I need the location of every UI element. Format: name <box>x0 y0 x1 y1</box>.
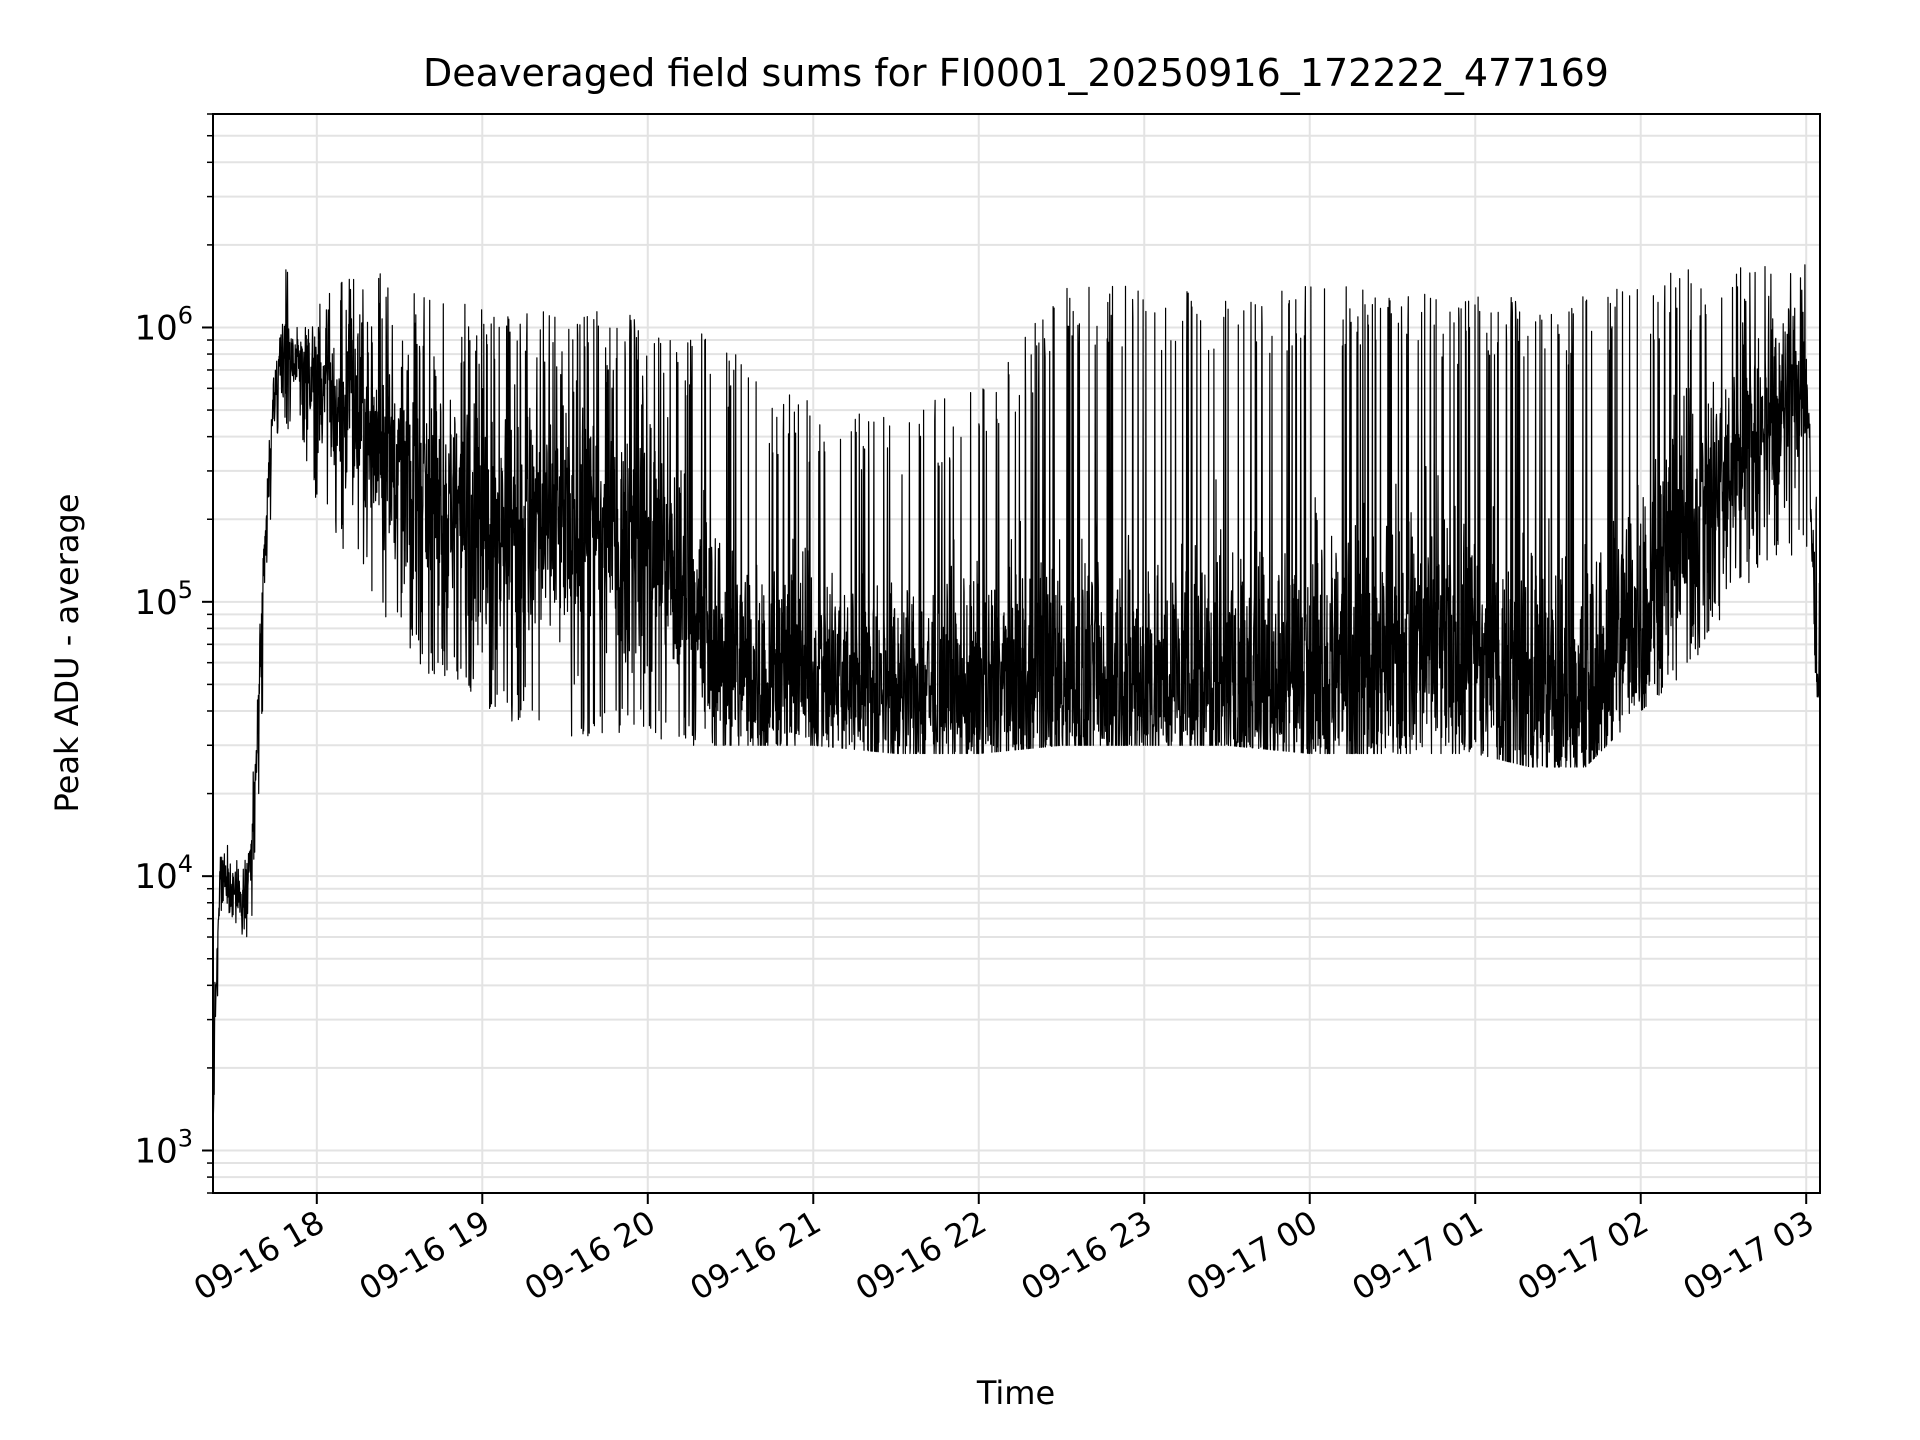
y-tick-label: 103 <box>134 1125 193 1172</box>
y-tick-label: 105 <box>134 576 193 623</box>
plot-frame <box>212 113 1821 1194</box>
chart-title: Deaveraged field sums for FI0001_2025091… <box>423 51 1609 95</box>
series-layer <box>212 264 1821 1145</box>
series-line <box>212 264 1821 1145</box>
y-axis-label: Peak ADU - average <box>48 494 86 813</box>
y-axis-ticks: 103 104 105 106 <box>134 113 213 1194</box>
x-axis-label: Time <box>976 1374 1055 1412</box>
y-tick-label: 104 <box>134 850 193 897</box>
y-tick-label: 106 <box>134 301 193 348</box>
